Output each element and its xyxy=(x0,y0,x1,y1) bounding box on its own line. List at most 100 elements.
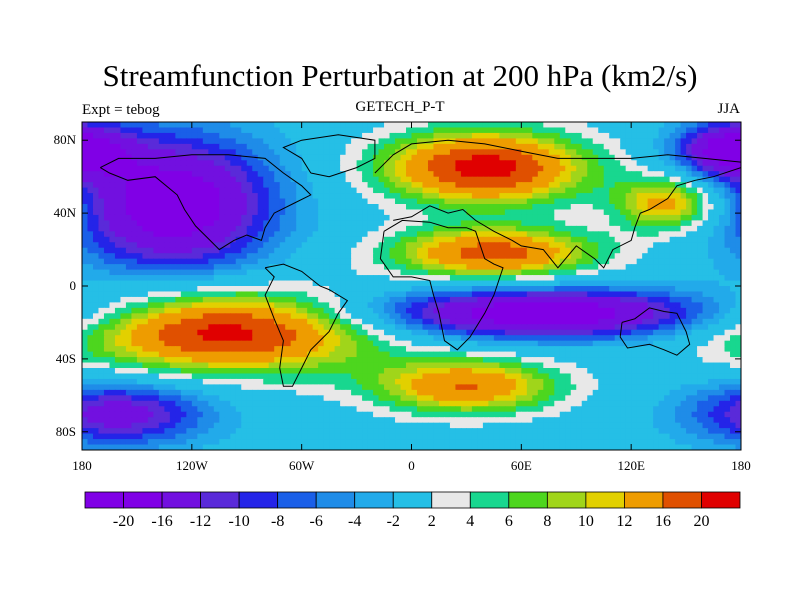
field-cell xyxy=(433,280,440,287)
field-cell xyxy=(449,324,457,331)
field-cell xyxy=(559,132,566,139)
field-cell xyxy=(482,269,489,276)
field-cell xyxy=(647,302,654,309)
field-cell xyxy=(515,264,522,271)
field-cell xyxy=(268,231,275,238)
field-cell xyxy=(241,204,248,211)
field-cell xyxy=(669,313,676,320)
field-cell xyxy=(669,264,676,271)
field-cell xyxy=(230,182,237,189)
field-cell xyxy=(406,236,413,243)
field-cell xyxy=(329,198,336,205)
field-cell xyxy=(257,165,264,172)
field-cell xyxy=(526,198,533,205)
field-cell xyxy=(186,247,193,254)
field-cell xyxy=(543,253,550,260)
field-cell xyxy=(318,193,325,200)
field-cell xyxy=(263,329,270,336)
field-cell xyxy=(724,264,731,271)
field-cell xyxy=(131,318,138,325)
field-cell xyxy=(735,335,741,342)
field-cell xyxy=(515,154,522,161)
field-cell xyxy=(455,258,462,265)
field-cell xyxy=(455,171,462,178)
field-cell xyxy=(307,122,314,129)
field-cell xyxy=(395,209,402,216)
field-cell xyxy=(697,324,704,331)
field-cell xyxy=(675,231,682,238)
field-cell xyxy=(175,182,182,189)
field-cell xyxy=(98,335,105,342)
field-cell xyxy=(180,269,187,276)
field-cell xyxy=(389,269,396,276)
field-cell xyxy=(614,307,621,314)
field-cell xyxy=(301,187,308,194)
field-cell xyxy=(373,132,380,139)
field-cell xyxy=(147,132,154,139)
field-cell xyxy=(197,340,204,347)
field-cell xyxy=(554,122,561,129)
field-cell xyxy=(691,318,698,325)
field-cell xyxy=(274,231,281,238)
field-cell xyxy=(653,318,660,325)
field-cell xyxy=(87,132,94,139)
field-cell xyxy=(202,127,209,134)
field-cell xyxy=(537,204,544,211)
field-cell xyxy=(713,214,720,221)
field-cell xyxy=(285,143,292,150)
field-cell xyxy=(422,149,429,156)
field-cell xyxy=(136,253,144,260)
field-cell xyxy=(334,269,341,276)
field-cell xyxy=(642,143,649,150)
field-cell xyxy=(675,296,682,303)
field-cell xyxy=(329,275,336,282)
field-cell xyxy=(142,182,149,189)
field-cell xyxy=(175,286,182,293)
field-cell xyxy=(362,242,369,249)
field-cell xyxy=(411,236,418,243)
field-cell xyxy=(197,204,204,211)
field-cell xyxy=(202,193,209,200)
field-cell xyxy=(675,253,682,260)
field-cell xyxy=(554,160,561,167)
field-cell xyxy=(521,286,528,293)
field-cell xyxy=(719,193,726,200)
field-cell xyxy=(323,204,330,211)
field-cell xyxy=(246,324,253,331)
field-cell xyxy=(488,291,495,298)
field-cell xyxy=(460,302,468,309)
field-cell xyxy=(87,127,94,134)
field-cell xyxy=(614,275,621,282)
field-cell xyxy=(351,291,358,298)
field-cell xyxy=(345,171,352,178)
streamfunction-field xyxy=(82,122,741,450)
field-cell xyxy=(246,122,253,129)
field-cell xyxy=(235,307,242,314)
field-cell xyxy=(510,204,517,211)
field-cell xyxy=(197,171,204,178)
field-cell xyxy=(444,335,451,342)
field-cell xyxy=(395,204,402,211)
field-cell xyxy=(373,286,380,293)
field-cell xyxy=(362,132,369,139)
field-cell xyxy=(708,193,715,200)
field-cell xyxy=(191,291,198,298)
field-cell xyxy=(730,291,737,298)
field-cell xyxy=(98,247,105,254)
field-cell xyxy=(356,225,363,232)
field-cell xyxy=(153,318,160,325)
field-cell xyxy=(592,127,599,134)
field-cell xyxy=(252,231,259,238)
field-cell xyxy=(466,280,473,287)
field-cell xyxy=(356,149,363,156)
field-cell xyxy=(164,143,171,150)
field-cell xyxy=(323,324,330,331)
field-cell xyxy=(279,182,286,189)
field-cell xyxy=(202,182,209,189)
field-cell xyxy=(510,269,517,276)
field-cell xyxy=(510,160,517,167)
field-cell xyxy=(697,187,704,194)
field-cell xyxy=(675,340,682,347)
field-cell xyxy=(345,286,352,293)
field-cell xyxy=(257,138,264,145)
